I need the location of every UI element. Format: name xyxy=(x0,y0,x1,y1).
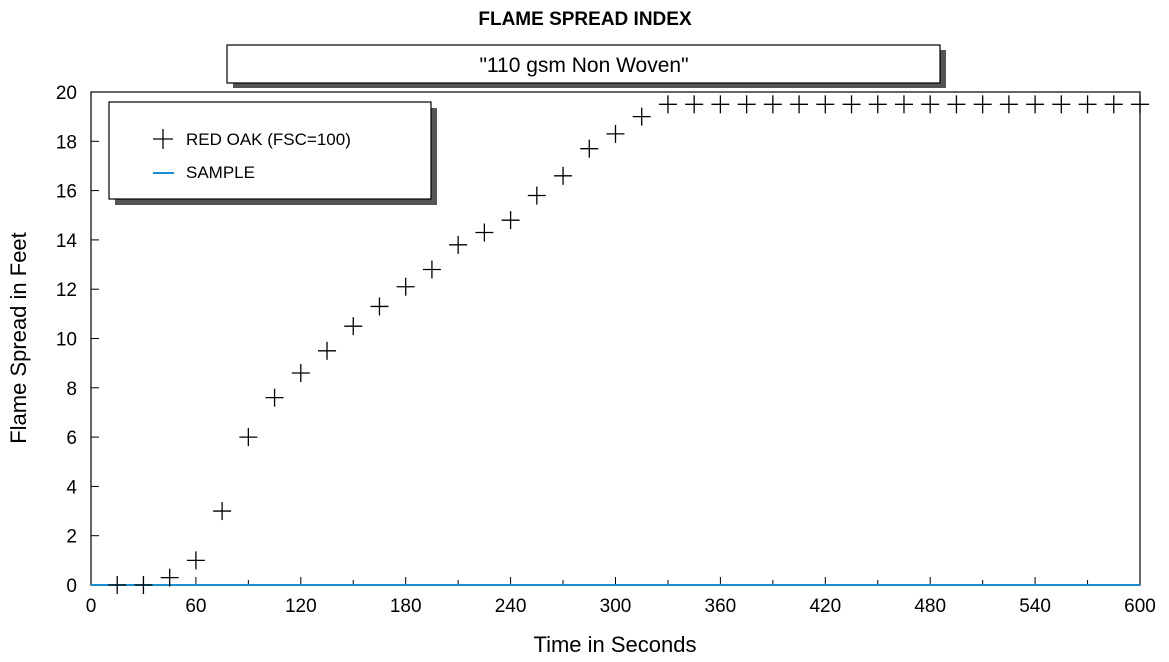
red-oak-series xyxy=(108,95,1149,594)
red-oak-point xyxy=(1078,95,1097,114)
y-axis: 0 2 4 6 8 10 12 14 16 18 20 xyxy=(56,83,99,597)
red-oak-point xyxy=(816,95,835,114)
x-tick-label: 60 xyxy=(185,596,206,617)
x-tick-label: 300 xyxy=(600,596,632,617)
red-oak-point xyxy=(973,95,992,114)
red-oak-point xyxy=(1052,95,1071,114)
subtitle-box: "110 gsm Non Woven" xyxy=(226,44,946,88)
red-oak-point xyxy=(999,95,1018,114)
red-oak-point xyxy=(501,211,520,230)
red-oak-point xyxy=(711,95,730,114)
red-oak-point xyxy=(265,388,284,407)
x-axis: 0 60 120 180 240 300 360 420 480 540 600 xyxy=(86,577,1156,617)
x-tick-label: 480 xyxy=(914,596,946,617)
red-oak-point xyxy=(160,568,179,587)
red-oak-point xyxy=(580,139,599,158)
red-oak-point xyxy=(422,260,441,279)
legend-frame xyxy=(108,101,432,200)
red-oak-point xyxy=(396,277,415,296)
y-axis-title: Flame Spread in Feet xyxy=(6,232,31,444)
x-tick-label: 0 xyxy=(86,596,97,617)
red-oak-point xyxy=(894,95,913,114)
red-oak-point xyxy=(186,551,205,570)
red-oak-point xyxy=(318,341,337,360)
x-tick-label: 600 xyxy=(1124,596,1156,617)
red-oak-point xyxy=(370,297,389,316)
legend-label-sample: SAMPLE xyxy=(186,163,255,182)
legend-marker-plus xyxy=(153,129,173,149)
x-tick-label: 120 xyxy=(285,596,317,617)
red-oak-point xyxy=(475,223,494,242)
red-oak-point xyxy=(606,124,625,143)
y-tick-label: 10 xyxy=(56,330,77,351)
subtitle-box-frame xyxy=(226,44,941,84)
red-oak-point xyxy=(868,95,887,114)
red-oak-point xyxy=(658,95,677,114)
red-oak-point xyxy=(632,107,651,126)
x-tick-label: 540 xyxy=(1019,596,1051,617)
red-oak-point xyxy=(449,235,468,254)
y-tick-label: 18 xyxy=(56,132,77,153)
y-tick-label: 14 xyxy=(56,231,78,252)
chart-title: FLAME SPREAD INDEX xyxy=(478,9,692,30)
red-oak-point xyxy=(1104,95,1123,114)
red-oak-point xyxy=(790,95,809,114)
y-tick-label: 4 xyxy=(66,477,77,498)
red-oak-point xyxy=(239,428,258,447)
x-axis-title: Time in Seconds xyxy=(533,632,696,657)
red-oak-point xyxy=(1026,95,1045,114)
red-oak-point xyxy=(108,576,127,594)
red-oak-point xyxy=(527,186,546,205)
red-oak-point xyxy=(291,364,310,383)
legend: RED OAK (FSC=100) SAMPLE xyxy=(108,101,437,205)
red-oak-point xyxy=(737,95,756,114)
y-tick-label: 6 xyxy=(66,428,77,449)
x-tick-label: 360 xyxy=(705,596,737,617)
legend-label-red-oak: RED OAK (FSC=100) xyxy=(186,130,351,149)
red-oak-point xyxy=(763,95,782,114)
y-tick-label: 20 xyxy=(56,83,77,104)
red-oak-point xyxy=(947,95,966,114)
red-oak-point xyxy=(344,317,363,336)
red-oak-point xyxy=(134,576,153,594)
x-tick-label: 240 xyxy=(495,596,527,617)
chart-subtitle: "110 gsm Non Woven" xyxy=(479,54,688,77)
x-tick-label: 420 xyxy=(809,596,841,617)
y-tick-label: 16 xyxy=(56,182,77,203)
y-tick-label: 0 xyxy=(66,576,77,597)
red-oak-point xyxy=(685,95,704,114)
red-oak-point xyxy=(554,166,573,185)
red-oak-point xyxy=(921,95,940,114)
red-oak-point xyxy=(213,502,232,521)
x-tick-label: 180 xyxy=(390,596,422,617)
red-oak-point xyxy=(1131,95,1149,114)
red-oak-point xyxy=(842,95,861,114)
y-tick-label: 2 xyxy=(66,527,77,548)
y-tick-label: 8 xyxy=(66,379,77,400)
y-tick-label: 12 xyxy=(56,280,77,301)
